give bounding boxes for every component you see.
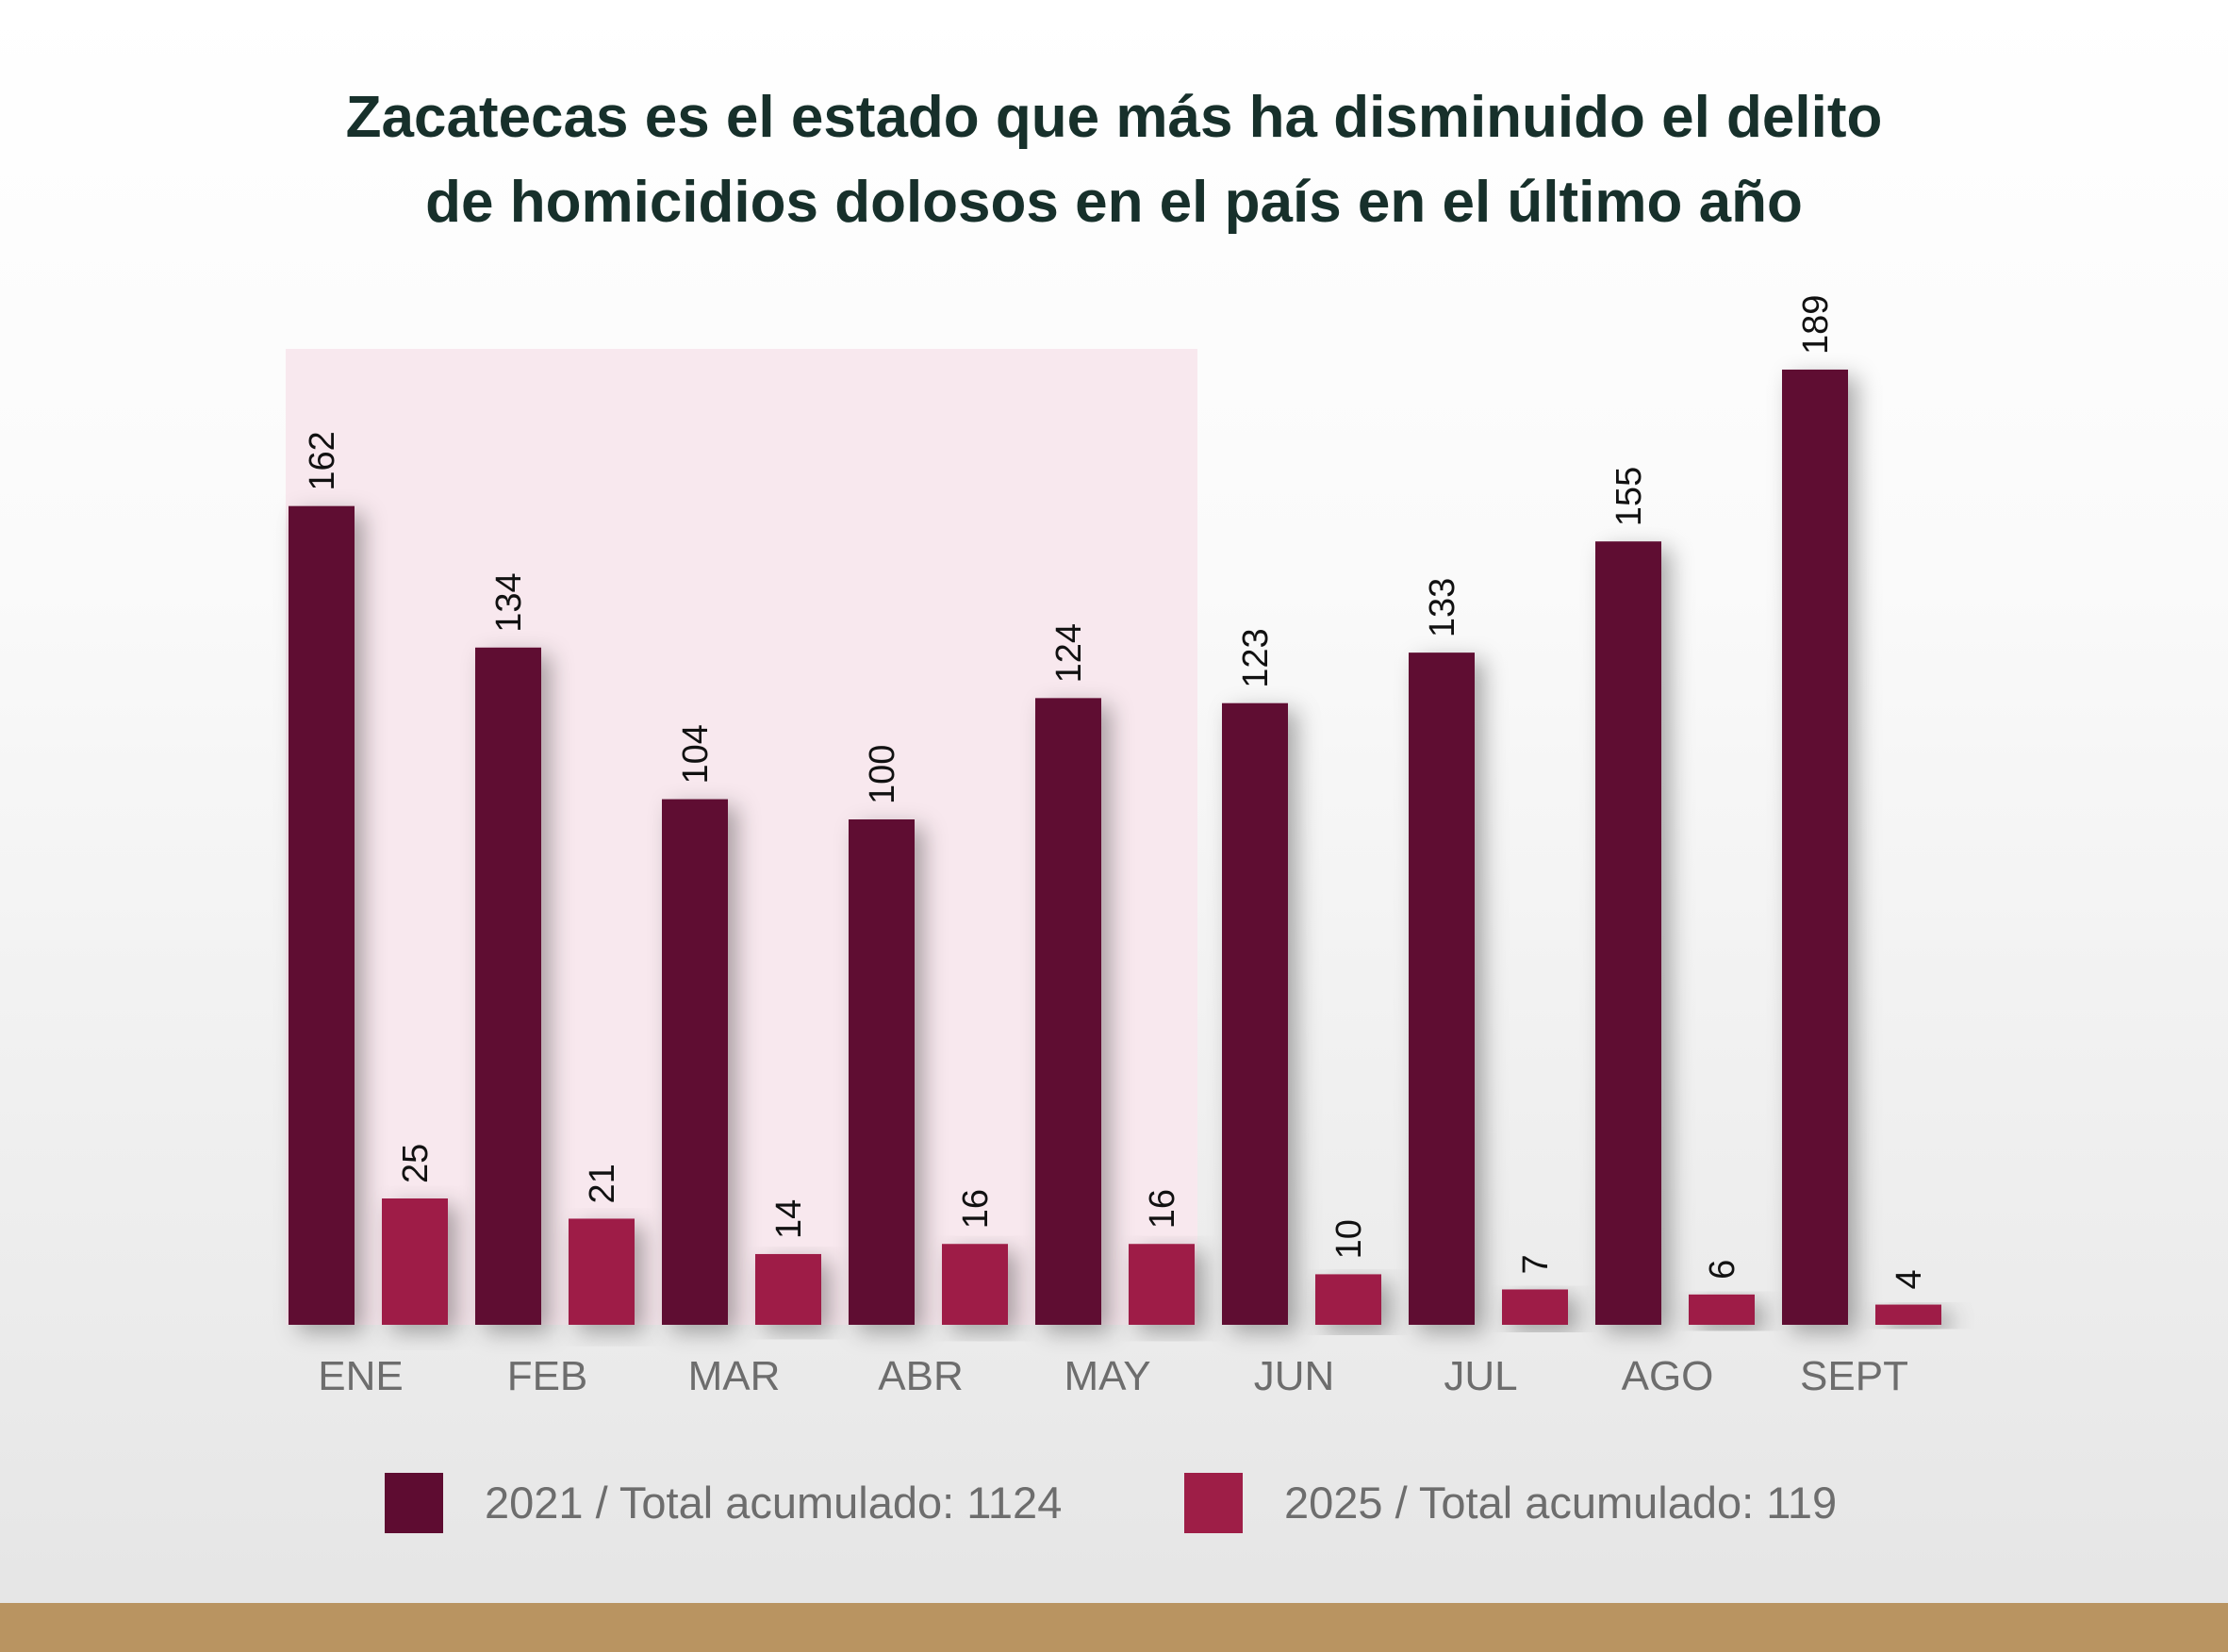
legend-swatch-2025 (1184, 1473, 1243, 1533)
bar-2025-ago (1689, 1294, 1755, 1325)
bar-chart: 162 25 134 21 104 14 100 16 124 16 123 10 133 7 155 6 18… (286, 295, 1941, 1399)
legend-label-2025: 2025 / Total acumulado: 119 (1284, 1478, 1838, 1528)
data-label-2021-jul: 133 (1423, 578, 1462, 637)
chart-title-line-1: Zacatecas es el estado que más ha dismin… (345, 85, 1883, 150)
bar-2025-jul (1502, 1289, 1568, 1325)
bar-2025-jun (1315, 1274, 1381, 1325)
x-tick-label-may: MAY (1064, 1353, 1150, 1399)
footer-bar (0, 1603, 2228, 1652)
bar-2025-ene (382, 1198, 448, 1325)
bar-2021-ene (289, 505, 355, 1325)
data-label-2021-abr: 100 (863, 745, 902, 804)
x-tick-label-jun: JUN (1254, 1353, 1335, 1399)
bar-2021-abr (849, 819, 915, 1325)
data-label-2021-may: 124 (1049, 623, 1089, 683)
x-tick-label-mar: MAR (688, 1353, 781, 1399)
x-tick-label-abr: ABR (878, 1353, 963, 1399)
bar-2021-jun (1222, 702, 1288, 1325)
bar-2021-feb (475, 647, 541, 1325)
data-label-2025-feb: 21 (583, 1164, 622, 1203)
bar-2021-sept (1782, 369, 1848, 1326)
data-label-2025-jun: 10 (1329, 1219, 1369, 1259)
bar-2025-feb (569, 1218, 635, 1325)
data-label-2025-may: 16 (1143, 1189, 1182, 1229)
x-tick-label-jul: JUL (1444, 1353, 1517, 1399)
bar-2021-ago (1595, 541, 1661, 1325)
data-label-2025-mar: 14 (769, 1199, 809, 1239)
legend-swatch-2021 (385, 1473, 443, 1533)
x-tick-label-ene: ENE (318, 1353, 403, 1399)
bar-2025-abr (942, 1244, 1008, 1325)
data-label-2025-ago: 6 (1703, 1260, 1742, 1280)
bar-2021-may (1035, 698, 1101, 1325)
bar-2025-may (1129, 1244, 1195, 1325)
data-label-2021-feb: 134 (489, 572, 529, 632)
x-tick-label-sept: SEPT (1800, 1353, 1908, 1399)
data-label-2025-abr: 16 (956, 1189, 996, 1229)
data-label-2021-sept: 189 (1796, 295, 1836, 355)
data-label-2025-jul: 7 (1516, 1254, 1556, 1274)
legend-label-2021: 2021 / Total acumulado: 1124 (485, 1478, 1063, 1528)
bar-2021-jul (1409, 653, 1475, 1325)
data-label-2021-jun: 123 (1236, 628, 1276, 687)
data-label-2025-ene: 25 (396, 1144, 436, 1183)
bar-2025-mar (755, 1253, 821, 1325)
data-label-2025-sept: 4 (1890, 1269, 1929, 1289)
data-label-2021-mar: 104 (676, 724, 716, 784)
data-label-2021-ago: 155 (1609, 467, 1649, 526)
bar-2025-sept (1875, 1304, 1941, 1325)
x-tick-label-ago: AGO (1622, 1353, 1714, 1399)
chart-title: Zacatecas es el estado que más ha dismin… (0, 75, 2228, 245)
x-tick-label-feb: FEB (507, 1353, 588, 1399)
chart-title-line-2: de homicidios dolosos en el país en el ú… (425, 170, 1803, 235)
bar-2021-mar (662, 799, 728, 1325)
data-label-2021-ene: 162 (303, 431, 342, 490)
